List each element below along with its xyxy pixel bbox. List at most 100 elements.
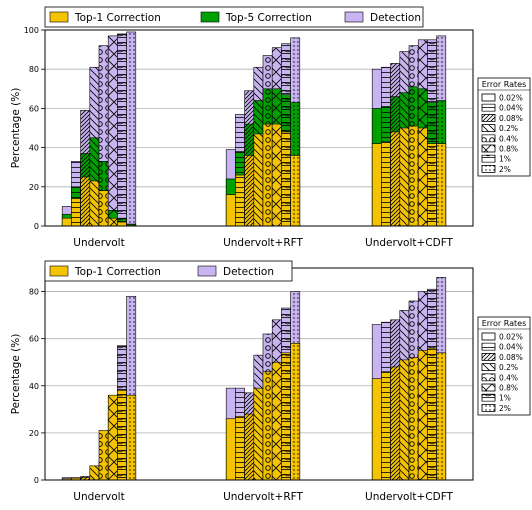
bar-hatch-top1-undervolt-0-2 [89, 465, 99, 480]
bar-hatch-top1-undervolt-rft-0-02 [226, 418, 236, 480]
error-rate-label-0-8: 0.8% [499, 145, 518, 154]
legend-label-top1: Top-1 Correction [74, 12, 161, 24]
error-rate-swatch-0-08 [481, 353, 496, 361]
bar-hatch-top1-undervolt-cdft-0-4 [409, 126, 419, 226]
error-rate-swatch-0-4 [481, 134, 496, 143]
bar-hatch-top1-undervolt-cdft-0-02 [372, 378, 382, 480]
bar-group-undervolt-rft [225, 37, 301, 227]
error-rate-label-0-02: 0.02% [499, 333, 523, 342]
bar-hatch-top1-undervolt-2 [126, 395, 136, 480]
bar-hatch-top1-undervolt-0-2 [89, 180, 99, 226]
bar-hatch-top1-undervolt-0-02 [62, 478, 72, 480]
error-rate-legend-title: Error Rates [482, 80, 527, 89]
error-rate-legend: Error Rates 0.02%0.04%0.08%0.2%0.4% 0.8%1%… [477, 77, 531, 177]
bar-hatch-top1-undervolt-rft-0-4 [263, 371, 273, 480]
bar-hatch-top1-undervolt-rft-0-2 [253, 133, 263, 226]
y-tick-label: 20 [29, 429, 39, 438]
error-rate-swatch-0-08 [481, 114, 496, 122]
legend-label-top1: Top-1 Correction [74, 266, 161, 278]
error-rate-label-0-4: 0.4% [499, 134, 518, 143]
bar-hatch-det-undervolt-2 [126, 296, 136, 480]
bar-hatch-top1-undervolt-cdft-0-04 [381, 371, 391, 480]
bar-hatch-top1-undervolt-cdft-2 [436, 352, 446, 480]
bar-hatch-top1-undervolt-0-08 [80, 477, 90, 480]
error-rate-swatch-0-2 [481, 124, 496, 132]
y-tick-label: 80 [29, 288, 39, 297]
bar-group-undervolt [61, 31, 137, 227]
y-tick-label: 0 [34, 222, 39, 231]
bar-hatch-det-undervolt-0-8 [108, 35, 118, 226]
group-label-undervolt-rft: Undervolt+RFT [223, 237, 303, 249]
bar-hatch-top1-undervolt-rft-0-8 [272, 124, 282, 226]
bar-hatch-top1-undervolt-0-04 [71, 198, 81, 226]
bar-hatch-det-undervolt-2 [126, 31, 136, 227]
error-rate-label-2: 2% [499, 165, 511, 174]
error-rate-label-0-08: 0.08% [499, 353, 523, 362]
chart-panel-2: 0 20 40 60 80 Undervolt Undervolt+RFT Undervolt… [10, 260, 531, 503]
bar-hatch-top1-undervolt-0-4 [99, 190, 109, 226]
y-tick-label: 80 [29, 65, 39, 74]
bar-hatch-top1-undervolt-rft-2 [290, 343, 300, 480]
error-rate-label-2: 2% [499, 404, 511, 413]
series-legend: Top-1 Correction Top-5 Correction Detectio… [44, 6, 424, 28]
error-rate-swatch-2 [481, 165, 496, 173]
bar-hatch-top1-undervolt-cdft-0-8 [418, 350, 428, 480]
bar-hatch-top1-undervolt-rft-1 [281, 131, 291, 226]
group-label-undervolt: Undervolt [73, 237, 124, 249]
series-legend-frame [44, 260, 293, 282]
series-legend: Top-1 Correction Detection [44, 260, 293, 282]
group-label-undervolt: Undervolt [73, 491, 124, 503]
bar-hatch-det-undervolt-0-4 [99, 45, 109, 227]
bar-hatch-top1-undervolt-cdft-0-8 [418, 128, 428, 226]
error-rate-swatch-0-04 [481, 103, 496, 112]
bar-hatch-top1-undervolt-0-8 [108, 395, 118, 480]
legend-swatch-top1 [49, 265, 69, 277]
plot-frame [44, 29, 474, 227]
y-tick-label: 0 [34, 476, 39, 485]
error-rate-swatch-1 [481, 154, 496, 163]
chart-panel-1: 0 20 40 60 80 100 Undervolt Undervolt+RFT Underv… [10, 6, 531, 249]
bar-hatch-top1-undervolt-0-8 [108, 218, 118, 226]
group-label-undervolt-cdft: Undervolt+CDFT [365, 237, 454, 249]
legend-swatch-det [344, 11, 364, 23]
legend-swatch-top5 [200, 11, 220, 23]
y-tick-label: 40 [29, 144, 39, 153]
error-rate-label-0-4: 0.4% [499, 373, 518, 382]
legend-swatch-det [197, 265, 217, 277]
bar-hatch-top1-undervolt-rft-0-08 [244, 155, 254, 226]
bar-hatch-top1-undervolt-rft-0-4 [263, 124, 273, 226]
y-tick-label: 60 [29, 104, 39, 113]
bar-hatch-top1-undervolt-rft-0-04 [235, 416, 245, 480]
bar-hatch-top1-undervolt-cdft-2 [436, 143, 446, 226]
bar-hatch-det-undervolt-1 [117, 33, 127, 226]
bar-hatch-top1-undervolt-rft-0-2 [253, 388, 263, 480]
error-rate-swatch-0-2 [481, 363, 496, 371]
error-rate-swatch-2 [481, 404, 496, 412]
error-rate-swatch-0-4 [481, 373, 496, 382]
error-rate-label-0-04: 0.04% [499, 343, 523, 352]
group-label-undervolt-rft: Undervolt+RFT [223, 491, 303, 503]
error-rate-label-1: 1% [499, 394, 511, 403]
bar-hatch-top1-undervolt-rft-0-08 [244, 414, 254, 480]
error-rate-label-1: 1% [499, 155, 511, 164]
bar-group-undervolt [61, 295, 137, 481]
error-rate-swatch-1 [481, 393, 496, 402]
bar-group-undervolt-cdft [371, 277, 447, 481]
bar-hatch-top1-undervolt-0-04 [71, 478, 81, 480]
series-legend-frame [44, 6, 424, 28]
bar-hatch-top1-undervolt-0-4 [99, 430, 109, 480]
error-rate-label-0-2: 0.2% [499, 363, 518, 372]
bar-hatch-top1-undervolt-cdft-0-2 [399, 128, 409, 226]
legend-swatch-top1 [49, 11, 69, 23]
error-rate-swatch-0-02 [481, 332, 496, 341]
error-rate-label-0-02: 0.02% [499, 94, 523, 103]
y-tick-label: 40 [29, 382, 39, 391]
error-rate-swatch-0-8 [481, 383, 496, 392]
bar-hatch-top1-undervolt-cdft-0-08 [390, 366, 400, 480]
y-axis-label: Percentage (%) [10, 88, 22, 169]
bar-hatch-top1-undervolt-rft-0-04 [235, 175, 245, 226]
bar-hatch-top1-undervolt-cdft-0-08 [390, 131, 400, 226]
bar-hatch-top1-undervolt-cdft-1 [427, 143, 437, 226]
error-rate-label-0-08: 0.08% [499, 114, 523, 123]
bar-hatch-top1-undervolt-rft-0-02 [226, 194, 236, 226]
